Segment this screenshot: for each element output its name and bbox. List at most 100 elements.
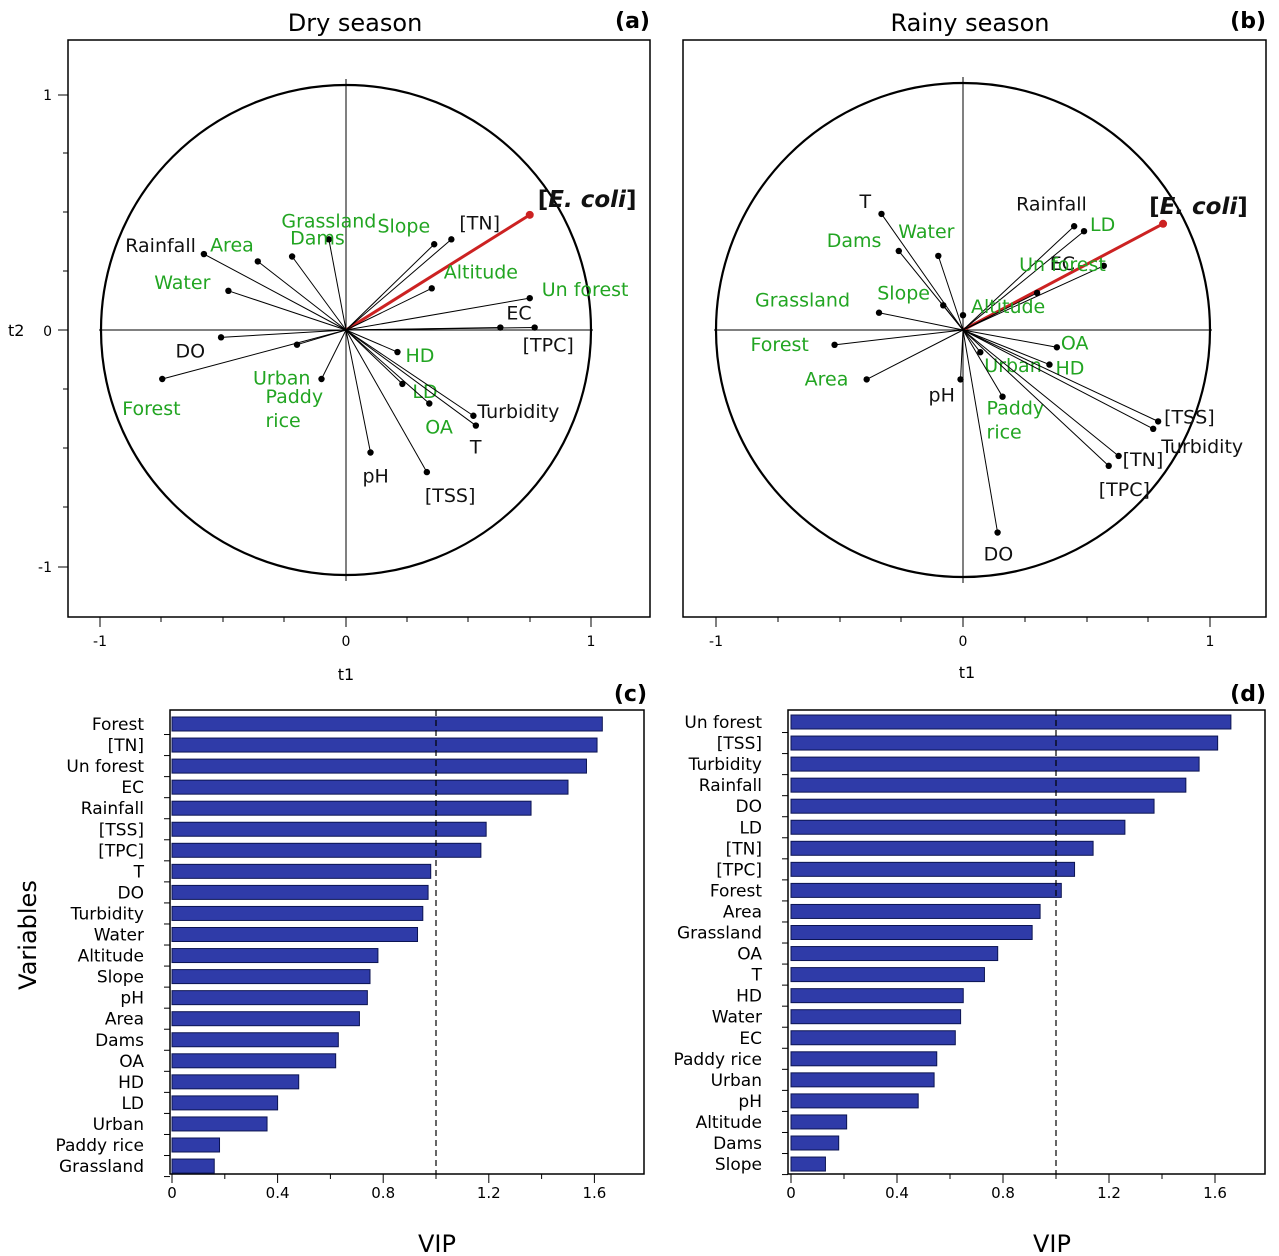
panel-b-point-ec-label: EC: [1050, 253, 1075, 275]
panel-c-bar-hd-label: HD: [118, 1073, 144, 1093]
panel-c-bar-slope-label: Slope: [97, 968, 144, 988]
panel-b-point-un-forest-label: Un forest: [1019, 254, 1106, 276]
panel-d-bar-t-label: T: [751, 966, 763, 986]
panel-a-point-tss-marker: [423, 468, 431, 476]
panel-c-bar-un-forest-label: Un forest: [66, 757, 144, 777]
panel-a-point-area-marker: [254, 258, 261, 265]
panel-a-point-un-forest-vector: [345, 297, 530, 331]
panel-a-point-slope-marker: [431, 241, 438, 248]
panel-a-point-ph-vector: [345, 329, 371, 453]
panel-c-bar-ph-label: pH: [120, 989, 144, 1009]
panel-c-bar-turbidity-label: Turbidity: [70, 904, 144, 924]
panel-d-xtick-label-3: 1.2: [1097, 1184, 1121, 1202]
panel-a-xtick-0: 0: [342, 634, 351, 650]
panel-a-point-turbidity-vector: [345, 329, 474, 417]
panel-d-bar-forest-label: Forest: [710, 881, 763, 901]
panel-c-bar-ec: [171, 779, 569, 795]
panel-a-ytick-0: 0: [43, 324, 52, 340]
panel-a-point-ld-marker: [399, 380, 406, 388]
panel-a-title: Dry season: [288, 9, 423, 37]
panel-d-bar-tpc: [790, 861, 1076, 877]
panel-c-bar-altitude: [171, 948, 379, 964]
panel-b-point-turbidity-marker: [1149, 425, 1157, 432]
panel-b-unit-circle: [714, 81, 1212, 579]
panel-a-point-un-forest-label: Un forest: [542, 279, 629, 301]
panel-d-bar-tss: [790, 735, 1219, 751]
panel-c-bar-ld-label: LD: [121, 1094, 144, 1114]
panel-b-point-tpc-marker: [1105, 462, 1112, 470]
panel-a-point-paddy-rice-marker: [318, 375, 325, 383]
panel-a-ytick-1: 1: [43, 88, 52, 104]
panel-b-point-t-vector: [881, 213, 964, 331]
panel-b-point-tss-marker: [1154, 418, 1162, 425]
panel-a-point-area-label: Area: [210, 234, 254, 256]
panel-a-point-slope-label: Slope: [377, 215, 430, 237]
panel-a-ylabel: t2: [8, 321, 24, 340]
panel-b-point-slope-marker: [940, 302, 947, 309]
panel-c-bar-grassland-label: Grassland: [59, 1157, 144, 1177]
panel-b-point-water-label: Water: [898, 221, 954, 243]
panel-b-point-ec-vector: [962, 265, 1104, 331]
panel-b-point-oa-marker: [1053, 344, 1061, 351]
panel-c-vip-chart: (c) Variables VIP: [14, 682, 647, 1256]
panel-a-point-tpc-vector: [345, 327, 535, 331]
panel-c-xtick-label-4: 1.6: [582, 1184, 606, 1202]
panel-b-point-oa-label: OA: [1061, 332, 1089, 354]
panel-d-bar-t: [790, 967, 985, 983]
panel-d-frame: [787, 709, 1266, 1175]
panel-c-bar-tss-label: [TSS]: [99, 820, 144, 840]
panel-a-point-ph-marker: [367, 449, 374, 456]
panel-d-bar-tss-label: [TSS]: [717, 734, 762, 754]
panel-b-point-hd-vector: [962, 329, 1050, 366]
panel-d-vip-chart: (d) VIP: [787, 682, 1266, 1256]
panel-a-point-do-marker: [217, 334, 225, 341]
panel-d-bar-paddy-rice: [790, 1051, 938, 1067]
panel-c-bar-grassland: [171, 1158, 215, 1174]
panel-c-bar-tn-label: [TN]: [108, 736, 144, 756]
panel-b-point-rainfall-label: Rainfall: [1016, 193, 1087, 215]
panel-c-xtick-label-2: 0.8: [371, 1184, 395, 1202]
panel-a-letter: (a): [615, 9, 650, 34]
panel-b-point-grassland-marker: [875, 309, 883, 316]
panel-d-bar-oa-label: OA: [737, 945, 762, 965]
panel-b-point-tss-vector: [962, 329, 1159, 422]
panel-d-bar-water-label: Water: [712, 1008, 762, 1028]
panel-a-point-urban-label: Urban: [253, 368, 310, 390]
panel-b-point-ph-marker: [957, 376, 964, 383]
panel-c-xtick-label-0: 0: [167, 1184, 177, 1202]
panel-b-point-tpc-label: [TPC]: [1099, 479, 1150, 501]
panel-a-point-grassland-marker: [325, 236, 333, 243]
panel-d-xtick-label-4: 1.6: [1203, 1184, 1227, 1202]
panel-c-bar-t-label: T: [133, 862, 145, 882]
panel-a-point-altitude-marker: [428, 285, 435, 292]
panel-b-point-e-coli-marker: [1159, 219, 1168, 228]
panel-a-loadings-plot: Dry season (a) 1 0 -1 -1 0 1 t1 t2: [8, 9, 651, 684]
panel-c-letter: (c): [614, 682, 647, 707]
panel-d-bar-slope: [790, 1156, 826, 1172]
panel-d-bar-altitude: [790, 1114, 848, 1130]
panel-b-loadings-plot: Rainy season (b) -1 0 1 t1: [682, 9, 1267, 682]
panel-a-point-area-vector: [257, 261, 347, 331]
panel-a-point-hd-label: HD: [405, 345, 434, 367]
panel-c-bar-tn: [171, 737, 598, 753]
panel-c-bar-slope: [171, 969, 371, 985]
panel-a-ytick-neg1: -1: [38, 560, 52, 576]
panel-d-bar-area-label: Area: [723, 902, 762, 922]
panel-b-point-rainfall-vector: [962, 225, 1075, 331]
panel-d-bar-do: [790, 798, 1155, 814]
panel-b-point-t-marker: [878, 210, 885, 218]
panel-c-bar-altitude-label: Altitude: [78, 947, 144, 967]
panel-c-bar-area-label: Area: [105, 1010, 144, 1030]
panel-a-point-t-marker: [472, 422, 480, 429]
panel-b-point-paddy-rice-vector: [962, 329, 1003, 397]
panel-d-bar-turbidity-label: Turbidity: [688, 755, 762, 775]
panel-b-point-urban-vector: [962, 329, 981, 353]
panel-d-bar-urban-label: Urban: [711, 1071, 762, 1091]
panel-c-bar-dams: [171, 1032, 339, 1048]
panel-d-bar-tpc-label: [TPC]: [716, 860, 762, 880]
panel-a-point-forest-vector: [162, 329, 347, 380]
panel-a-point-ph-label: pH: [363, 466, 389, 488]
panel-b-point-ph-label: pH: [929, 384, 955, 406]
panel-c-bar-tss: [171, 821, 487, 837]
